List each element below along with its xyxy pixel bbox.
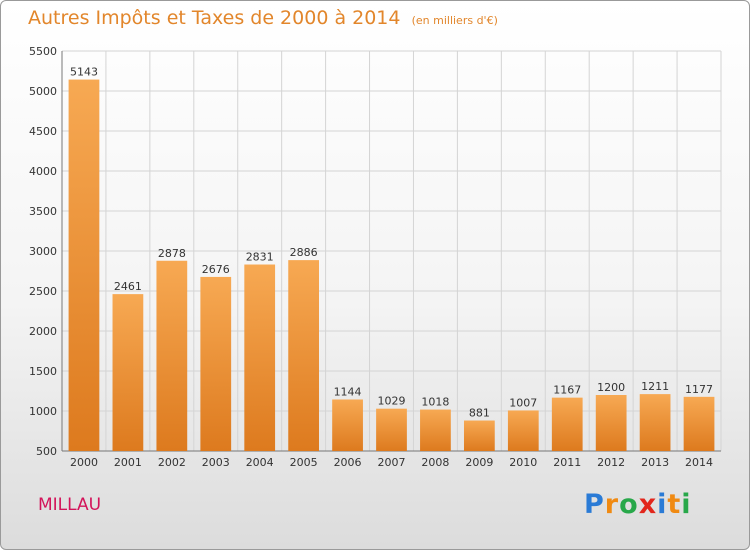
y-tick-label: 5000	[29, 85, 57, 98]
x-tick-label: 2014	[685, 456, 713, 469]
bar-data-label: 1018	[421, 396, 449, 409]
x-tick-label: 2000	[70, 456, 98, 469]
y-tick-label: 1000	[29, 405, 57, 418]
city-name: MILLAU	[38, 495, 102, 515]
y-tick-label: 1500	[29, 365, 57, 378]
bar	[68, 79, 100, 451]
bar	[420, 409, 451, 451]
bar	[551, 397, 583, 451]
bar	[200, 276, 232, 451]
bar-data-label: 2878	[158, 247, 186, 260]
x-tick-label: 2009	[465, 456, 493, 469]
y-tick-label: 3500	[29, 205, 57, 218]
bar	[156, 260, 188, 451]
bar	[507, 410, 539, 451]
x-tick-label: 2003	[202, 456, 230, 469]
x-tick-label: 2013	[641, 456, 669, 469]
bar-data-label: 1177	[685, 383, 713, 396]
y-tick-label: 3000	[29, 245, 57, 258]
logo-letter: o	[619, 489, 639, 520]
x-tick-label: 2004	[246, 456, 274, 469]
bar	[463, 420, 495, 451]
bar	[595, 395, 627, 451]
y-tick-label: 4500	[29, 125, 57, 138]
x-tick-label: 2002	[158, 456, 186, 469]
logo-letter: i	[681, 489, 692, 520]
chart-title: Autres Impôts et Taxes de 2000 à 2014 (e…	[28, 7, 498, 29]
logo-letter: i	[657, 489, 668, 520]
bar	[332, 399, 363, 451]
bar-data-label: 1144	[334, 385, 362, 398]
bar-data-label: 5143	[70, 66, 98, 79]
x-tick-label: 2010	[509, 456, 537, 469]
y-tick-label: 2000	[29, 325, 57, 338]
bar-data-label: 2676	[202, 263, 230, 276]
y-tick-label: 4000	[29, 165, 57, 178]
logo-letter: x	[638, 489, 658, 520]
chart-unit-text: (en milliers d'€)	[411, 14, 498, 27]
x-tick-label: 2011	[553, 456, 581, 469]
bar-data-label: 1167	[553, 384, 581, 397]
bar	[376, 408, 407, 451]
bar	[112, 294, 144, 451]
logo-letter: t	[667, 489, 682, 520]
x-tick-label: 2005	[290, 456, 318, 469]
y-tick-label: 2500	[29, 285, 57, 298]
bar-data-label: 881	[469, 407, 490, 420]
bar-data-label: 1007	[509, 396, 537, 409]
bar	[244, 264, 276, 451]
logo-letter: r	[604, 489, 620, 520]
x-tick-label: 2001	[114, 456, 142, 469]
x-tick-label: 2007	[378, 456, 406, 469]
bar-data-label: 2831	[246, 251, 274, 264]
y-tick-label: 5500	[29, 45, 57, 58]
bar-data-label: 1029	[378, 395, 406, 408]
y-tick-label: 500	[36, 445, 57, 458]
bar-layer: 5143 2461 2878 2676 2831 2886 1144 1029 1018 881 1…	[68, 66, 715, 451]
bar-data-label: 1211	[641, 380, 669, 393]
x-tick-label: 2006	[334, 456, 362, 469]
bar-data-label: 2886	[290, 246, 318, 259]
chart-title-text: Autres Impôts et Taxes de 2000 à 2014	[28, 7, 401, 29]
logo-letter: P	[584, 489, 605, 520]
proxiti-logo[interactable]: Proxiti	[584, 489, 692, 520]
bar-data-label: 2461	[114, 280, 142, 293]
bar	[639, 394, 671, 451]
bar	[288, 260, 320, 451]
x-tick-label: 2012	[597, 456, 625, 469]
bar-data-label: 1200	[597, 381, 625, 394]
x-tick-label: 2008	[421, 456, 449, 469]
bar	[683, 396, 715, 451]
